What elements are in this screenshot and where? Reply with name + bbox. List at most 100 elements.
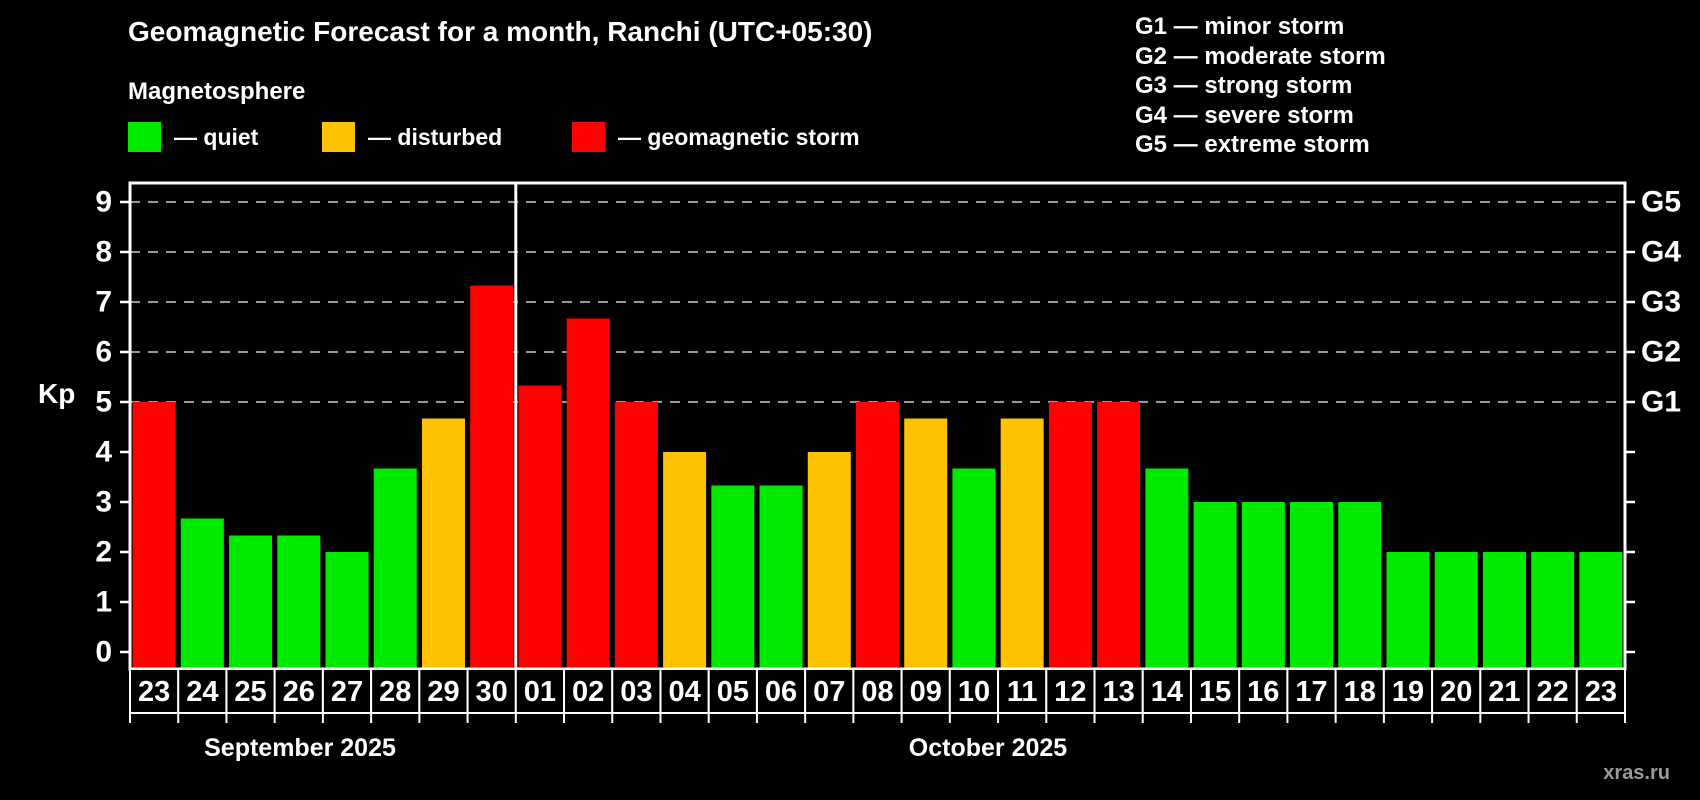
bar-october-15	[1193, 502, 1237, 669]
bar-september-29	[421, 418, 465, 669]
date-label: 27	[331, 676, 363, 708]
g-legend-item-G1: G1 — minor storm	[1135, 13, 1345, 40]
bar-october-21	[1482, 552, 1526, 669]
bar-october-01	[518, 385, 562, 669]
bar-october-14	[1145, 468, 1189, 669]
date-cell	[1527, 668, 1578, 714]
date-label: 11	[1007, 676, 1038, 708]
bar-september-23	[132, 402, 176, 669]
bar-september-28	[373, 468, 417, 669]
legend-item-disturbed: — disturbed	[322, 121, 502, 153]
date-cell	[1189, 668, 1241, 714]
bar-october-22	[1531, 552, 1575, 669]
bar-october-11	[1000, 418, 1044, 669]
date-cell	[755, 668, 807, 714]
bar-october-23	[1579, 552, 1623, 669]
date-label: 04	[668, 676, 700, 708]
date-label: 15	[1199, 676, 1231, 708]
date-cell	[370, 668, 421, 714]
date-cell	[1286, 668, 1337, 714]
date-label: 22	[1537, 676, 1569, 708]
date-label: 03	[620, 676, 652, 708]
date-label: 01	[524, 676, 556, 708]
legend-item-storm: — geomagnetic storm	[572, 121, 860, 153]
date-label: 12	[1054, 676, 1086, 708]
date-cell	[418, 668, 469, 714]
watermark: xras.ru	[1603, 762, 1670, 784]
date-label: 17	[1295, 676, 1327, 708]
right-axis-label-G1: G1	[1641, 386, 1681, 419]
bar-october-20	[1434, 552, 1478, 669]
date-label: 24	[186, 676, 218, 708]
bar-september-25	[229, 535, 273, 669]
date-label: 13	[1102, 676, 1134, 708]
date-cell	[1575, 668, 1626, 714]
g-legend-item-G2: G2 — moderate storm	[1135, 42, 1386, 70]
magnetosphere-heading: Magnetosphere	[128, 78, 306, 105]
y-axis-label: Kp	[38, 378, 76, 409]
legend-item-label: — disturbed	[368, 123, 503, 150]
bar-october-13	[1097, 402, 1141, 669]
g-legend-item-G5: G5 — extreme storm	[1135, 131, 1370, 158]
right-axis-label-G5: G5	[1641, 186, 1681, 219]
date-label: 08	[861, 676, 893, 708]
y-tick-label-5: 5	[95, 386, 112, 419]
date-label: 26	[283, 676, 315, 708]
date-label: 25	[234, 676, 266, 708]
bar-october-16	[1241, 502, 1285, 669]
y-tick-label-3: 3	[95, 486, 112, 519]
bar-september-26	[277, 535, 321, 669]
month-label-october: October 2025	[908, 734, 1068, 762]
date-label: 18	[1344, 676, 1376, 708]
date-cell	[1045, 668, 1096, 714]
date-label: 09	[910, 676, 942, 708]
bar-october-10	[952, 468, 996, 669]
date-cell	[466, 668, 517, 714]
date-label: 07	[813, 676, 845, 708]
month-label-september: September 2025	[204, 734, 396, 762]
bar-september-27	[325, 552, 369, 669]
date-cell	[321, 668, 373, 714]
date-cell	[997, 668, 1048, 714]
date-label: 10	[958, 676, 990, 708]
date-label: 23	[138, 676, 170, 708]
legend-item-label: — quiet	[174, 123, 259, 150]
date-cell	[852, 668, 903, 714]
disturbed-color-swatch	[322, 122, 355, 152]
g-scale-legend: G1 — minor storm G2 — moderate storm G3 — …	[1135, 12, 1386, 160]
date-label: 02	[572, 676, 604, 708]
y-tick-label-8: 8	[95, 236, 112, 269]
storm-color-swatch	[572, 122, 605, 152]
date-label: 14	[1151, 676, 1183, 708]
date-cell	[707, 668, 758, 714]
bar-october-03	[614, 402, 658, 669]
bar-october-06	[759, 485, 803, 669]
bar-october-07	[807, 452, 851, 669]
bar-october-05	[711, 485, 755, 669]
legend-item-quiet: — quiet	[128, 121, 258, 153]
bar-september-24	[180, 518, 224, 669]
y-tick-label-0: 0	[95, 636, 112, 669]
date-cell	[900, 668, 951, 714]
right-axis-label-G4: G4	[1641, 236, 1681, 269]
bar-october-19	[1386, 552, 1430, 669]
date-cell	[129, 668, 180, 714]
bar-october-04	[663, 452, 707, 669]
legend-item-label: — geomagnetic storm	[618, 123, 860, 150]
bar-october-09	[904, 418, 948, 669]
date-label: 16	[1247, 676, 1279, 708]
bar-october-08	[856, 402, 899, 669]
bar-october-02	[566, 318, 610, 669]
bar-october-18	[1338, 502, 1382, 669]
date-label: 29	[427, 676, 459, 708]
date-label: 23	[1585, 676, 1617, 708]
date-label: 30	[476, 676, 508, 708]
g-legend-item-G3: G3 — strong storm	[1135, 72, 1353, 99]
date-label: 21	[1488, 676, 1520, 708]
date-cell	[1141, 668, 1192, 714]
y-tick-label-1: 1	[95, 586, 112, 619]
date-label: 05	[717, 676, 749, 708]
y-tick-label-7: 7	[95, 286, 112, 319]
y-tick-label-2: 2	[95, 536, 112, 569]
